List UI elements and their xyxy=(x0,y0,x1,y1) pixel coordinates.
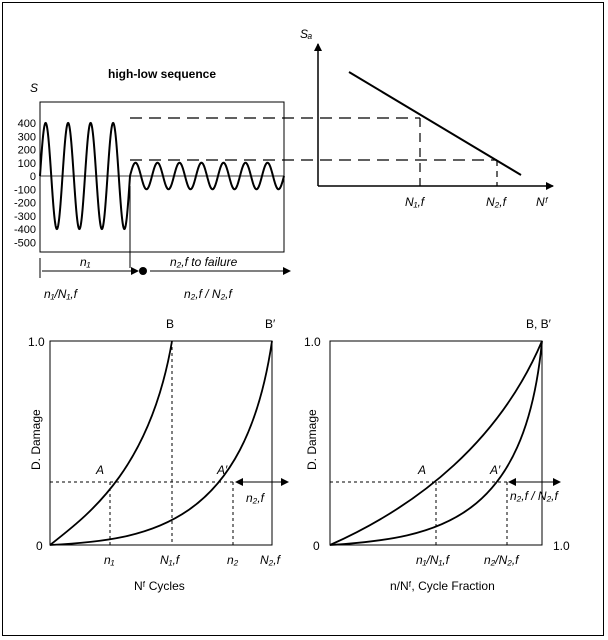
df-curve-low xyxy=(329,340,543,546)
df-origin: 0 xyxy=(313,539,320,553)
dc-point-a: A xyxy=(95,463,104,477)
dc-point-b-prime: B′ xyxy=(265,317,276,331)
df-x-end: 1.0 xyxy=(553,539,570,553)
n2f-failure-label: n₂,f to failure xyxy=(170,255,238,269)
dc-curve-high xyxy=(49,340,173,546)
dc-origin: 0 xyxy=(36,539,43,553)
n1-fraction-label: n₁/N₁,f xyxy=(44,287,79,301)
dc-y-top: 1.0 xyxy=(28,335,45,349)
df-curve-high xyxy=(329,340,543,546)
signal-y-tick: -300 xyxy=(14,211,36,223)
signal-y-tick: 400 xyxy=(18,118,36,130)
sn-x-label: Nᶠ xyxy=(536,195,549,209)
df-x-frac2: n₂/N₂,f xyxy=(484,553,520,567)
dc-point-a-prime: A′ xyxy=(216,463,228,477)
damage-cycles-panel: 1.0 0 D. Damage B B′ A A′ n₂,f n₁ N₁,f n… xyxy=(28,317,290,593)
signal-plot-box xyxy=(39,101,285,253)
signal-y-tick: 300 xyxy=(18,131,36,143)
signal-waveform xyxy=(39,121,285,231)
signal-y-tick: -200 xyxy=(14,198,36,210)
n1-label: n₁ xyxy=(80,255,91,269)
signal-y-tick: -500 xyxy=(14,237,36,249)
dc-plot-box xyxy=(49,340,273,546)
signal-y-label: S xyxy=(30,81,38,95)
df-point-a-prime: A′ xyxy=(489,463,501,477)
signal-title: high-low sequence xyxy=(108,67,216,81)
signal-y-tick: -400 xyxy=(14,224,36,236)
dc-curve-low xyxy=(49,340,273,546)
signal-y-tick: -100 xyxy=(14,184,36,196)
dc-x-n2: n₂ xyxy=(227,553,239,567)
dc-x-label: Nᶠ Cycles xyxy=(134,579,185,593)
signal-y-tick: 0 xyxy=(30,171,36,183)
df-arrow-label: n₂,f / N₂,f xyxy=(510,489,559,503)
sn-y-label: Sₐ xyxy=(300,27,312,41)
transition-dot xyxy=(139,267,147,275)
dc-arrow-label: n₂,f xyxy=(246,491,266,505)
dc-point-b: B xyxy=(166,317,174,331)
dc-x-N2f: N₂,f xyxy=(260,553,282,567)
df-point-a: A xyxy=(417,463,426,477)
n2f-fraction-label: n₂,f / N₂,f xyxy=(184,287,233,301)
signal-y-tick: 200 xyxy=(18,145,36,157)
sn-n1f-label: N₁,f xyxy=(405,195,426,209)
dc-x-N1f: N₁,f xyxy=(160,553,181,567)
signal-y-tick: 100 xyxy=(18,158,36,170)
df-x-label: n/Nᶠ, Cycle Fraction xyxy=(390,579,495,593)
damage-fraction-panel: 1.0 0 1.0 D. Damage B, B′ A A′ n₂,f / N₂… xyxy=(304,317,570,593)
sn-panel: Sₐ Nᶠ N₁,f N₂,f xyxy=(300,27,554,209)
df-point-bb: B, B′ xyxy=(526,317,552,331)
df-y-top: 1.0 xyxy=(304,335,321,349)
sn-curve xyxy=(348,71,522,176)
dc-x-n1: n₁ xyxy=(104,553,115,567)
dc-y-label: D. Damage xyxy=(29,409,43,470)
sn-n2f-label: N₂,f xyxy=(486,195,508,209)
df-y-label: D. Damage xyxy=(305,409,319,470)
df-x-frac1: n₁/N₁,f xyxy=(416,553,451,567)
